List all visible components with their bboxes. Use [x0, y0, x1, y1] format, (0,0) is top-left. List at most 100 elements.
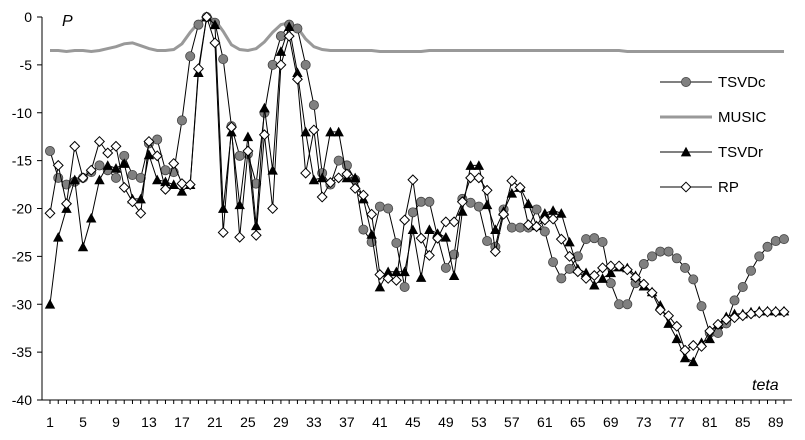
- legend-label: MUSIC: [718, 109, 767, 126]
- data-point-tsvdc: [292, 23, 303, 34]
- x-tick-label: 13: [141, 414, 157, 430]
- data-point-rp: [60, 198, 73, 210]
- data-point-rp: [225, 121, 237, 133]
- data-point-tsvdc: [45, 146, 56, 157]
- data-point-tsvdr: [53, 232, 64, 242]
- data-point-tsvdr: [333, 126, 344, 137]
- data-point-tsvdr: [259, 102, 270, 113]
- x-tick-label: 9: [112, 414, 120, 430]
- legend: TSVDc MUSIC TSVDr RP: [660, 74, 767, 196]
- legend-label: TSVDc: [718, 74, 766, 91]
- x-tick-label: 61: [537, 414, 553, 430]
- series-line-tsvdc: [49, 16, 785, 334]
- data-point-tsvdc: [762, 241, 773, 252]
- x-tick-label: 53: [471, 414, 487, 430]
- data-point-tsvdr: [407, 224, 419, 234]
- data-point-rp: [448, 216, 460, 228]
- data-point-tsvdr: [143, 149, 155, 160]
- x-tick-label: 89: [768, 414, 784, 430]
- data-point-tsvdr: [564, 236, 575, 247]
- data-point-tsvdc: [671, 253, 682, 264]
- data-point-tsvdr: [86, 212, 97, 223]
- data-point-rp: [209, 37, 221, 49]
- data-point-rp: [143, 135, 155, 147]
- x-tick-label: 85: [735, 414, 751, 430]
- legend-label: RP: [718, 179, 739, 196]
- data-point-tsvdc: [564, 263, 575, 274]
- x-tick-label: 29: [273, 414, 289, 430]
- data-point-tsvdr: [399, 266, 410, 277]
- data-point-rp: [217, 226, 229, 238]
- data-point-tsvdr: [382, 266, 394, 277]
- data-point-rp: [737, 310, 749, 322]
- x-tick-label: 45: [405, 414, 421, 430]
- data-point-rp: [69, 140, 81, 152]
- data-point-tsvdc: [696, 301, 707, 312]
- data-point-rp: [366, 208, 378, 220]
- data-point-rp: [778, 306, 790, 318]
- data-point-rp: [679, 344, 691, 356]
- data-point-rp: [390, 274, 402, 286]
- data-point-tsvdr: [547, 205, 559, 215]
- data-point-rp: [473, 172, 485, 184]
- data-point-tsvdc: [407, 207, 418, 218]
- data-point-tsvdc: [482, 236, 493, 247]
- data-point-tsvdr: [325, 126, 336, 137]
- data-point-tsvdr: [465, 160, 476, 170]
- data-point-tsvdc: [399, 282, 410, 293]
- data-point-tsvdr: [176, 186, 188, 196]
- data-point-rp: [630, 271, 642, 283]
- data-point-rp: [671, 320, 683, 332]
- data-point-rp: [613, 260, 625, 272]
- data-point-rp: [555, 233, 567, 245]
- data-point-tsvdr: [267, 165, 278, 175]
- data-point-rp: [85, 164, 97, 176]
- data-point-tsvdr: [671, 333, 682, 344]
- data-point-rp: [498, 208, 510, 220]
- legend-item-tsvdr: TSVDr: [660, 144, 763, 161]
- data-point-rp: [44, 207, 56, 219]
- data-point-rp: [522, 219, 534, 231]
- legend-item-music: MUSIC: [660, 109, 767, 126]
- data-point-rp: [316, 191, 328, 203]
- legend-marker: [681, 77, 692, 88]
- data-point-tsvdr: [663, 318, 674, 328]
- data-point-tsvdc: [754, 251, 765, 262]
- data-point-rp: [52, 159, 64, 171]
- data-point-rp: [605, 260, 617, 272]
- data-point-rp: [696, 340, 708, 352]
- y-tick-label: -10: [12, 105, 32, 121]
- data-point-tsvdr: [457, 206, 468, 216]
- y-tick-label: -20: [12, 201, 32, 217]
- data-point-rp: [275, 59, 287, 71]
- data-point-rp: [506, 175, 518, 187]
- data-point-tsvdc: [770, 236, 781, 247]
- data-point-tsvdc: [234, 150, 245, 161]
- data-point-tsvdr: [242, 131, 254, 142]
- data-point-tsvdr: [704, 333, 715, 344]
- data-point-rp: [564, 250, 576, 262]
- data-point-tsvdr: [44, 299, 56, 309]
- y-tick-label: -5: [20, 57, 33, 73]
- data-point-rp: [588, 270, 600, 282]
- data-point-tsvdc: [333, 155, 344, 166]
- data-point-rp: [432, 232, 444, 244]
- data-point-tsvdr: [523, 198, 534, 209]
- data-point-rp: [638, 278, 650, 290]
- data-point-tsvdr: [391, 266, 402, 277]
- data-point-tsvdc: [581, 234, 592, 245]
- data-point-rp: [407, 174, 419, 186]
- data-point-tsvdc: [152, 134, 163, 145]
- x-tick-label: 73: [636, 414, 652, 430]
- legend-label: TSVDr: [718, 144, 763, 161]
- data-point-rp: [415, 232, 427, 244]
- data-point-tsvdr: [135, 193, 146, 204]
- data-point-tsvdr: [440, 232, 452, 242]
- y-tick-label: 0: [24, 9, 32, 25]
- x-tick-label: 1: [46, 414, 54, 430]
- data-point-tsvdr: [481, 199, 493, 210]
- data-point-rp: [168, 157, 180, 170]
- data-point-rp: [349, 182, 361, 194]
- x-tick-label: 17: [174, 414, 190, 430]
- x-tick-label: 33: [306, 414, 322, 430]
